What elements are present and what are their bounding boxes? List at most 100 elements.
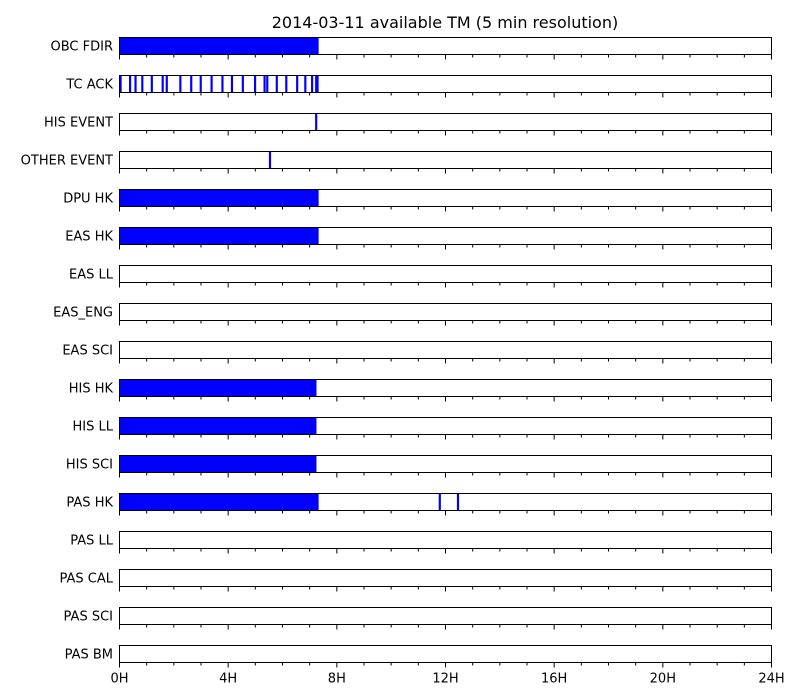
availability-interval <box>129 75 132 93</box>
timeline-row: PAS SCI <box>64 607 772 630</box>
row-ticks <box>119 320 772 326</box>
timeline-row: HIS EVENT <box>44 113 772 136</box>
chart-title: 2014-03-11 available TM (5 min resolutio… <box>272 13 618 32</box>
availability-interval <box>119 417 317 435</box>
availability-interval <box>190 75 193 93</box>
row-frame <box>119 645 772 663</box>
row-ticks <box>119 130 772 136</box>
availability-interval <box>304 75 307 93</box>
row-ticks <box>119 510 772 516</box>
availability-interval <box>199 75 202 93</box>
row-ticks <box>119 586 772 592</box>
timeline-row: EAS HK <box>65 227 772 250</box>
timeline-row: TC ACK <box>65 75 772 98</box>
timeline-row: PAS CAL <box>60 569 772 592</box>
timeline-row: HIS LL <box>73 417 772 440</box>
availability-interval <box>221 75 224 93</box>
availability-interval <box>268 151 272 169</box>
availability-interval <box>296 75 299 93</box>
availability-interval <box>119 75 122 93</box>
row-ticks <box>119 396 772 402</box>
row-label: EAS_ENG <box>53 306 113 321</box>
availability-interval <box>311 75 314 93</box>
availability-interval <box>438 493 441 511</box>
x-tick-label: 4H <box>219 672 237 687</box>
row-frame <box>119 151 772 169</box>
availability-interval <box>285 75 288 93</box>
availability-interval <box>456 493 460 511</box>
row-label: EAS LL <box>69 268 114 283</box>
row-label: TC ACK <box>65 78 113 93</box>
row-label: PAS CAL <box>60 572 114 587</box>
row-label: HIS HK <box>69 382 114 397</box>
row-ticks <box>119 358 772 364</box>
row-ticks <box>119 54 772 60</box>
timeline-rows: OBC FDIR TC ACK HIS EVENT OTHER EVENT DPU HK… <box>21 37 772 668</box>
row-ticks <box>119 624 772 630</box>
row-label: OBC FDIR <box>51 40 114 55</box>
availability-interval <box>179 75 182 93</box>
timeline-row: EAS LL <box>69 265 772 288</box>
row-frame <box>119 341 772 359</box>
row-ticks <box>119 206 772 212</box>
availability-interval <box>315 75 319 93</box>
row-label: HIS EVENT <box>44 116 113 131</box>
availability-interval <box>141 75 144 93</box>
availability-interval <box>230 75 234 93</box>
row-label: PAS LL <box>70 534 114 549</box>
availability-interval <box>119 493 319 511</box>
x-tick-label: 8H <box>328 672 346 687</box>
timeline-row: PAS BM <box>65 645 772 668</box>
row-label: EAS SCI <box>62 344 113 359</box>
row-frame <box>119 531 772 549</box>
x-tick-label: 0H <box>110 672 128 687</box>
timeline-row: DPU HK <box>63 189 772 212</box>
availability-interval <box>119 37 319 55</box>
row-label: OTHER EVENT <box>21 154 113 169</box>
availability-interval <box>165 75 168 93</box>
row-frame <box>119 303 772 321</box>
row-label: DPU HK <box>63 192 113 207</box>
timeline-row: EAS_ENG <box>53 303 772 326</box>
row-frame <box>119 607 772 625</box>
row-frame <box>119 569 772 587</box>
availability-interval <box>253 75 257 93</box>
availability-interval <box>266 75 269 93</box>
availability-interval <box>161 75 164 93</box>
row-ticks <box>119 244 772 250</box>
timeline-row: HIS SCI <box>66 455 772 478</box>
availability-interval <box>241 75 244 93</box>
row-ticks <box>119 472 772 478</box>
timeline-row: PAS HK <box>66 493 772 516</box>
row-label: PAS SCI <box>64 610 113 625</box>
availability-interval <box>210 75 213 93</box>
row-label: PAS BM <box>65 648 113 663</box>
timeline-row: EAS SCI <box>62 341 772 364</box>
row-frame <box>119 113 772 131</box>
row-ticks <box>119 92 772 98</box>
row-label: PAS HK <box>66 496 113 511</box>
x-tick-label: 20H <box>650 672 676 687</box>
row-label: EAS HK <box>65 230 113 245</box>
timeline-row: OTHER EVENT <box>21 151 772 174</box>
row-ticks <box>119 168 772 174</box>
row-frame <box>119 75 772 93</box>
availability-interval <box>119 227 319 245</box>
availability-interval <box>119 379 317 397</box>
timeline-row: HIS HK <box>69 379 772 402</box>
availability-interval <box>134 75 137 93</box>
x-tick-label: 16H <box>541 672 567 687</box>
timeline-row: PAS LL <box>70 531 772 554</box>
row-ticks <box>119 662 772 668</box>
row-label: HIS SCI <box>66 458 113 473</box>
row-frame <box>119 265 772 283</box>
x-axis: 0H 4H 8H 12H 16H 20H 24H <box>110 672 784 687</box>
x-tick-label: 12H <box>432 672 458 687</box>
availability-interval <box>275 75 278 93</box>
availability-interval <box>263 75 266 93</box>
availability-interval <box>119 189 319 207</box>
row-ticks <box>119 548 772 554</box>
row-ticks <box>119 282 772 288</box>
availability-interval <box>119 455 317 473</box>
